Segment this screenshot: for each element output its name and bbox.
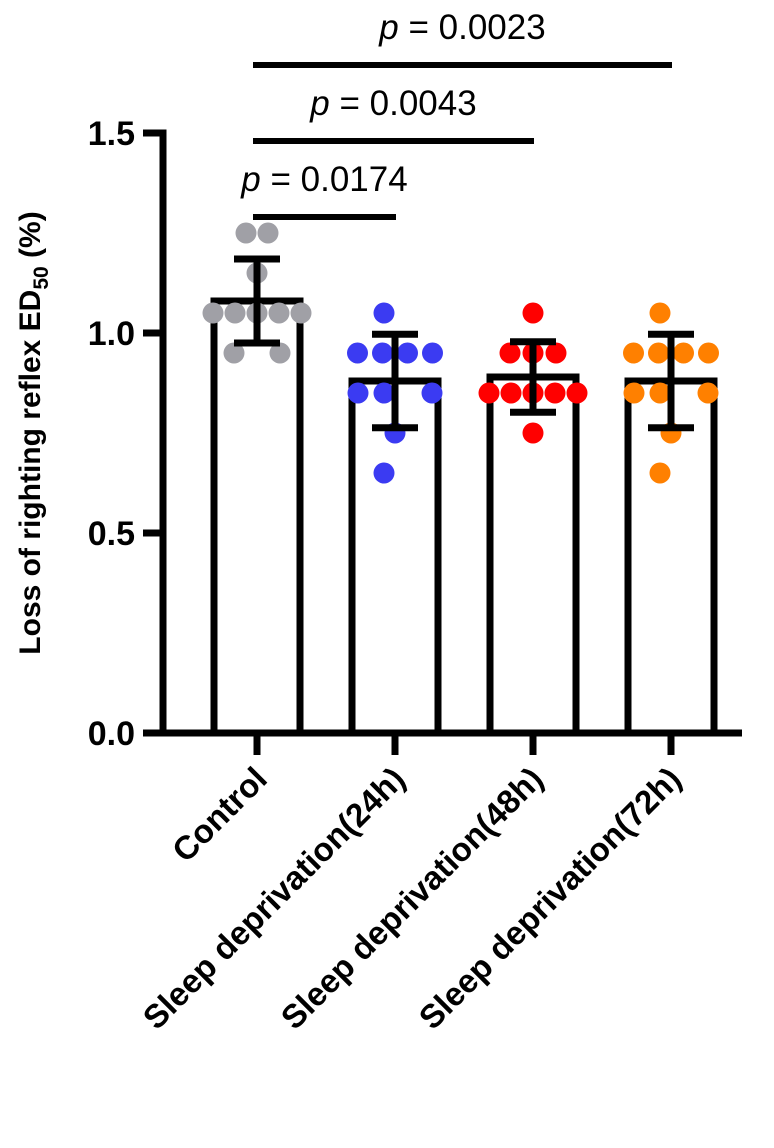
y-axis-label-main: Loss of righting reflex ED bbox=[14, 290, 47, 655]
data-point bbox=[648, 342, 669, 364]
p-value-label: p = 0.0023 bbox=[378, 8, 545, 47]
data-point bbox=[422, 342, 443, 364]
data-point bbox=[224, 302, 246, 324]
data-point bbox=[649, 382, 671, 404]
y-tick-label: 0.0 bbox=[88, 715, 135, 753]
data-point bbox=[290, 302, 312, 324]
p-symbol: p bbox=[378, 8, 398, 47]
data-point bbox=[347, 342, 368, 364]
data-point bbox=[522, 302, 544, 324]
data-point bbox=[522, 422, 544, 444]
data-point bbox=[421, 382, 443, 404]
data-point bbox=[566, 382, 588, 404]
data-point bbox=[673, 342, 694, 364]
data-point bbox=[202, 302, 224, 324]
svg-text:Loss of righting reflex ED50 (: Loss of righting reflex ED50 (%) bbox=[14, 211, 53, 654]
data-point bbox=[257, 222, 279, 244]
y-axis: 0.0 0.5 1.0 1.5 bbox=[88, 115, 167, 753]
data-points bbox=[202, 222, 719, 484]
y-tick-label: 0.5 bbox=[88, 515, 135, 553]
data-point bbox=[269, 342, 291, 364]
p-value: = 0.0174 bbox=[261, 160, 408, 199]
p-value-label: p = 0.0174 bbox=[240, 160, 407, 199]
x-tick-label: Sleep deprivation(24h) bbox=[136, 760, 412, 1036]
bar bbox=[210, 297, 304, 733]
data-point bbox=[268, 302, 290, 324]
data-point bbox=[649, 462, 671, 484]
data-point bbox=[623, 382, 645, 404]
bars bbox=[210, 297, 718, 733]
p-symbol: p bbox=[309, 84, 329, 123]
y-axis-label-suffix: (%) bbox=[14, 211, 47, 266]
data-point bbox=[235, 222, 257, 244]
x-tick-label: Control bbox=[165, 760, 274, 869]
data-point bbox=[545, 342, 567, 364]
data-point bbox=[697, 382, 719, 404]
data-point bbox=[347, 382, 369, 404]
y-tick-label: 1.0 bbox=[88, 315, 135, 353]
p-value-label: p = 0.0043 bbox=[309, 84, 476, 123]
data-point bbox=[223, 342, 245, 364]
data-point bbox=[623, 342, 644, 364]
data-point bbox=[499, 342, 521, 364]
p-value: = 0.0043 bbox=[330, 84, 477, 123]
y-tick-label: 1.5 bbox=[88, 115, 135, 153]
error-bars bbox=[234, 255, 694, 432]
data-point bbox=[698, 342, 719, 364]
data-point bbox=[373, 302, 395, 324]
data-point bbox=[372, 342, 393, 364]
x-tick-label: Sleep deprivation(48h) bbox=[274, 760, 550, 1036]
y-axis-label: Loss of righting reflex ED50 (%) bbox=[14, 211, 53, 654]
x-tick-label: Sleep deprivation(72h) bbox=[412, 760, 688, 1036]
data-point bbox=[373, 382, 395, 404]
data-point bbox=[649, 302, 671, 324]
data-point bbox=[500, 382, 522, 404]
p-symbol: p bbox=[240, 160, 260, 199]
p-value: = 0.0023 bbox=[399, 8, 546, 47]
data-point bbox=[397, 342, 418, 364]
data-point bbox=[373, 462, 395, 484]
data-point bbox=[478, 382, 500, 404]
data-point bbox=[544, 382, 566, 404]
y-axis-label-subscript: 50 bbox=[30, 266, 53, 289]
